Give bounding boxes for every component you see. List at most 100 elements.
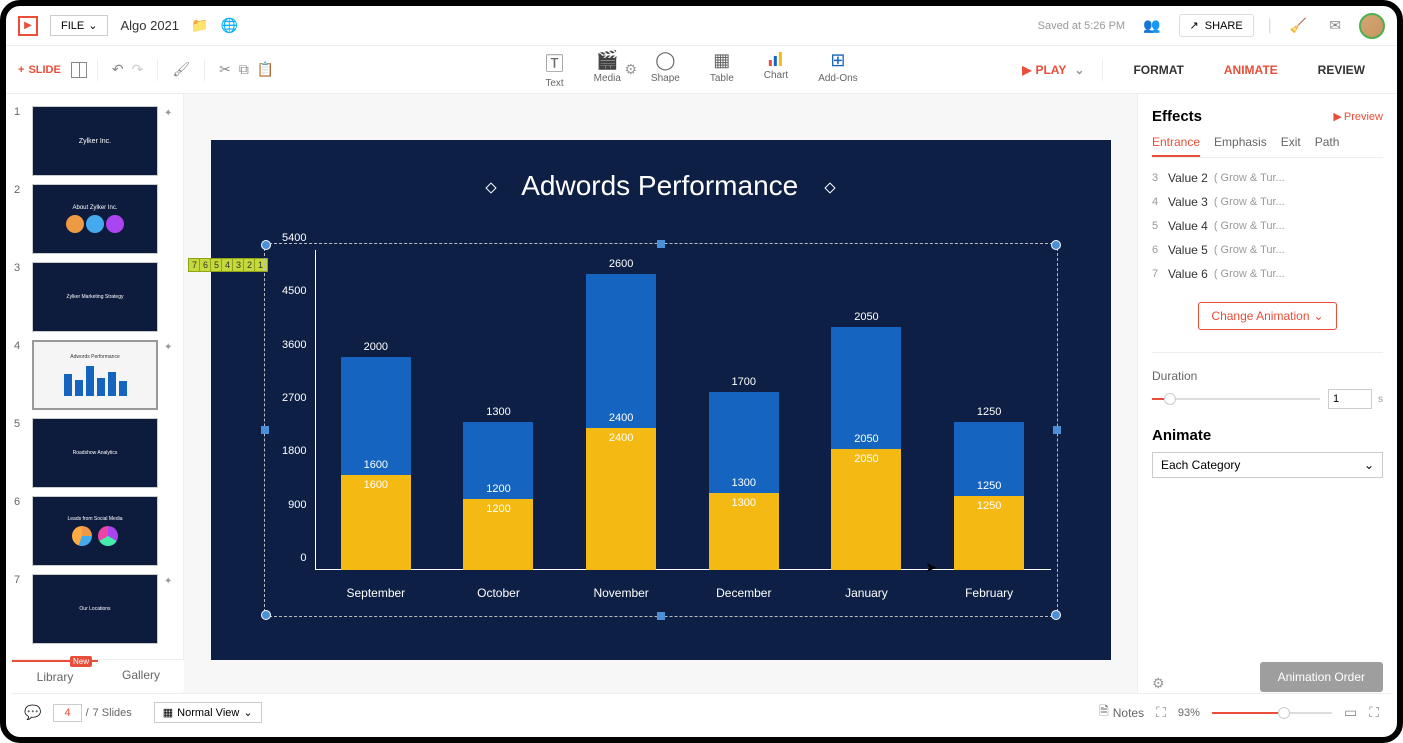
- bar-group[interactable]: 120013001200: [463, 422, 533, 570]
- y-tick-label: 3600: [282, 339, 306, 351]
- current-slide-number[interactable]: 4: [53, 704, 81, 722]
- effect-detail: ( Grow & Tur...: [1214, 268, 1285, 280]
- bar-segment-bottom: [586, 428, 656, 570]
- cut-icon[interactable]: ✂: [215, 61, 235, 78]
- effect-detail: ( Grow & Tur...: [1214, 172, 1285, 184]
- slide-content: Adwords Performance 7 6 5 4 3 2 1: [211, 140, 1111, 660]
- bar-value-label: 1600: [341, 459, 411, 471]
- effect-item[interactable]: 3Value 2 ( Grow & Tur...: [1152, 166, 1383, 190]
- insert-label: Chart: [764, 70, 788, 81]
- insert-chart-button[interactable]: Chart: [764, 50, 788, 89]
- duration-slider[interactable]: [1152, 398, 1320, 400]
- file-menu-button[interactable]: FILE ⌄: [50, 15, 108, 36]
- slide-thumbnail[interactable]: 5Roadshow Analytics: [6, 414, 183, 492]
- x-axis-label: November: [586, 586, 656, 600]
- folder-icon[interactable]: 📁: [191, 17, 208, 34]
- bar-value-label: 2600: [586, 258, 656, 270]
- tab-animate[interactable]: ANIMATE: [1204, 46, 1298, 94]
- share-button[interactable]: ↗ SHARE: [1179, 14, 1254, 37]
- tab-label: Path: [1315, 135, 1340, 149]
- library-tab[interactable]: New Library: [12, 660, 98, 692]
- view-mode-select[interactable]: ▦ Normal View ⌄: [154, 702, 262, 723]
- play-button[interactable]: ▶ PLAY ⌄: [1014, 63, 1092, 77]
- animate-mode-select[interactable]: Each Category ⌄: [1152, 452, 1383, 478]
- effect-tab-emphasis[interactable]: Emphasis: [1214, 135, 1267, 157]
- zoom-reset-icon[interactable]: ▭: [1344, 704, 1357, 721]
- insert-media-button[interactable]: 🎬 Media: [594, 50, 621, 89]
- notes-button[interactable]: 🗎 Notes: [1099, 702, 1144, 723]
- paste-icon[interactable]: 📋: [253, 61, 278, 78]
- zoom-percentage: 93%: [1178, 707, 1200, 719]
- tab-review[interactable]: REVIEW: [1298, 46, 1385, 94]
- insert-text-button[interactable]: 🅃 Text: [545, 50, 563, 89]
- bar-chart[interactable]: 090018002700360045005400 160020001600120…: [271, 250, 1051, 610]
- panel-settings-icon[interactable]: ⚙: [1152, 675, 1165, 692]
- tab-label: REVIEW: [1318, 63, 1365, 77]
- slider-thumb[interactable]: [1164, 393, 1176, 405]
- effect-tab-entrance[interactable]: Entrance: [1152, 135, 1200, 157]
- comments-icon[interactable]: 💬: [24, 704, 41, 721]
- selection-handle[interactable]: [1051, 240, 1061, 250]
- animation-order-button[interactable]: Animation Order: [1260, 662, 1383, 692]
- add-slide-label: SLIDE: [28, 64, 60, 76]
- bar-value-label: 1250: [954, 406, 1024, 418]
- slide-thumbnail[interactable]: 6Leads from Social Media: [6, 492, 183, 570]
- broom-icon[interactable]: 🧹: [1286, 17, 1311, 34]
- user-avatar[interactable]: [1359, 13, 1385, 39]
- preview-button[interactable]: ▶ Preview: [1333, 110, 1383, 123]
- bar-group[interactable]: 130017001300: [709, 392, 779, 570]
- effect-item[interactable]: 4Value 3 ( Grow & Tur...: [1152, 190, 1383, 214]
- slide-thumbnail[interactable]: 3Zylker Marketing Strategy: [6, 258, 183, 336]
- layout-icon[interactable]: [71, 62, 87, 78]
- effect-name: Value 2: [1168, 171, 1208, 185]
- slide-thumbnail[interactable]: 4Adwords Performance✦: [6, 336, 183, 414]
- tab-format[interactable]: FORMAT: [1113, 46, 1203, 94]
- zoom-slider[interactable]: [1212, 712, 1332, 714]
- slide-thumbnail[interactable]: 7Our Locations✦: [6, 570, 183, 648]
- fullscreen-icon[interactable]: ⛶: [1369, 704, 1379, 721]
- insert-addons-button[interactable]: ⊞ Add-Ons: [818, 50, 857, 89]
- divider: [204, 59, 205, 81]
- change-animation-button[interactable]: Change Animation ⌄: [1198, 302, 1336, 330]
- bar-group[interactable]: 160020001600: [341, 357, 411, 570]
- collaborators-icon[interactable]: 👥: [1139, 17, 1164, 34]
- effect-tab-exit[interactable]: Exit: [1281, 135, 1301, 157]
- selection-handle[interactable]: [261, 610, 271, 620]
- selection-handle[interactable]: [657, 240, 665, 248]
- y-tick-label: 1800: [282, 445, 306, 457]
- duration-label: Duration: [1152, 369, 1383, 383]
- add-slide-button[interactable]: + SLIDE: [18, 64, 61, 76]
- bar-group[interactable]: 205020502050: [831, 327, 901, 570]
- gallery-tab[interactable]: Gallery: [98, 660, 184, 692]
- selection-handle[interactable]: [1051, 610, 1061, 620]
- undo-icon[interactable]: ↶: [108, 61, 128, 78]
- slide-thumbnail[interactable]: 1Zylker Inc.✦: [6, 102, 183, 180]
- selection-handle[interactable]: [261, 240, 271, 250]
- selection-handle[interactable]: [261, 426, 269, 434]
- selection-handle[interactable]: [1053, 426, 1061, 434]
- effect-tab-path[interactable]: Path: [1315, 135, 1340, 157]
- format-painter-icon[interactable]: 🖌: [168, 61, 194, 78]
- bar-group[interactable]: 240026002400: [586, 274, 656, 570]
- redo-icon[interactable]: ↷: [128, 61, 148, 78]
- mail-icon[interactable]: ✉: [1325, 17, 1345, 34]
- insert-table-button[interactable]: ▦ Table: [710, 50, 734, 89]
- text-icon: 🅃: [546, 50, 564, 76]
- bar-group[interactable]: 125012501250: [954, 422, 1024, 570]
- duration-input[interactable]: [1328, 389, 1372, 409]
- effect-item[interactable]: 5Value 4 ( Grow & Tur...: [1152, 214, 1383, 238]
- effect-item[interactable]: 7Value 6 ( Grow & Tur...: [1152, 262, 1383, 286]
- slide-canvas[interactable]: Adwords Performance 7 6 5 4 3 2 1: [184, 94, 1137, 706]
- table-icon: ▦: [713, 50, 730, 71]
- animation-indicator-icon: ✦: [164, 108, 172, 119]
- slide-thumbnail[interactable]: 2About Zylker Inc.: [6, 180, 183, 258]
- zoom-thumb[interactable]: [1278, 707, 1290, 719]
- insert-shape-button[interactable]: ◯ Shape: [651, 50, 680, 89]
- animation-indicator-icon: ✦: [164, 342, 172, 353]
- effect-item[interactable]: 6Value 5 ( Grow & Tur...: [1152, 238, 1383, 262]
- globe-icon[interactable]: 🌐: [220, 17, 237, 34]
- copy-icon[interactable]: ⧉: [235, 61, 253, 78]
- fit-icon[interactable]: ⛶: [1156, 704, 1166, 721]
- x-axis-label: February: [954, 586, 1024, 600]
- selection-handle[interactable]: [657, 612, 665, 620]
